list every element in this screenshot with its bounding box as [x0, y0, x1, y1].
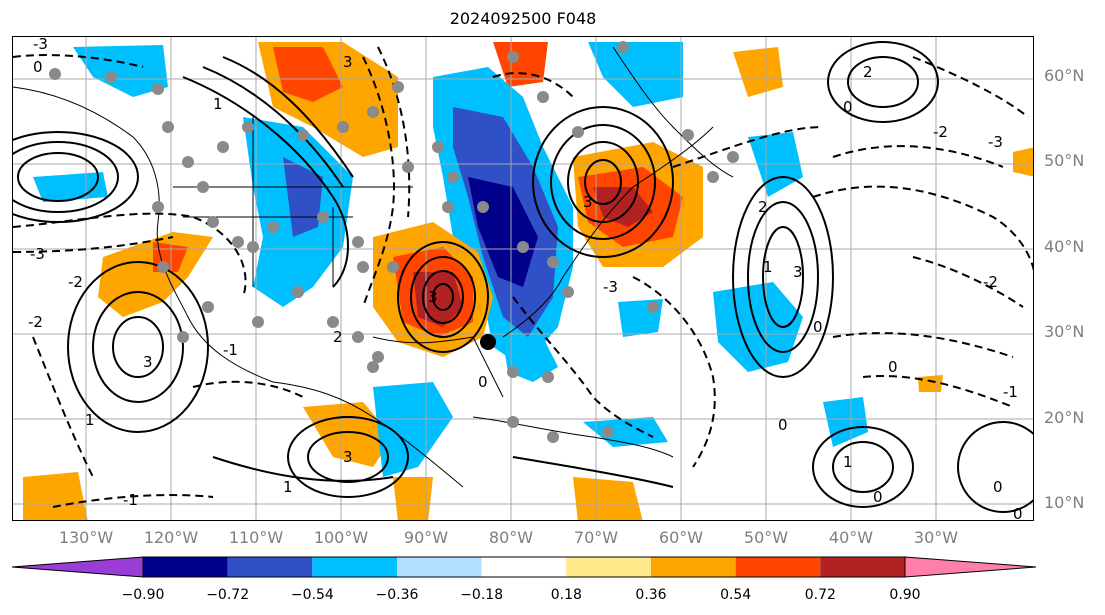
lon-label: 120°W: [143, 528, 199, 547]
colorbar-segment: [820, 557, 905, 577]
contour-label: 3: [428, 288, 438, 306]
contour-label: 0: [778, 416, 788, 434]
contour-label: 1: [843, 453, 853, 471]
lon-label: 90°W: [403, 528, 449, 547]
station-dots: [49, 41, 739, 443]
contour-label: 1: [283, 478, 293, 496]
contour-label: -3: [30, 245, 45, 263]
lon-label: 50°W: [743, 528, 789, 547]
contour-label: 0: [813, 318, 823, 336]
lat-label: 30°N: [1044, 322, 1085, 341]
contour-label: 0: [1013, 505, 1023, 521]
contour-label: -1: [223, 341, 238, 359]
contour-label: -3: [988, 133, 1003, 151]
colorbar-extend-low: [11, 556, 144, 578]
map-title: 2024092500 F048: [449, 9, 597, 28]
lat-label: 20°N: [1044, 408, 1085, 427]
contour-label: 3: [583, 193, 593, 211]
colorbar-tick-label: 0.72: [804, 587, 836, 603]
lon-label: 80°W: [488, 528, 534, 547]
colorbar-tick-label: −0.54: [290, 587, 334, 603]
contour-label: -2: [933, 123, 948, 141]
contour-label: 0: [843, 98, 853, 116]
lon-label: 110°W: [228, 528, 284, 547]
colorbar: [11, 556, 1037, 578]
contour-label: -1: [1003, 383, 1018, 401]
contours: [13, 41, 1033, 513]
contour-label: 1: [85, 411, 95, 429]
colorbar-tick-label: 0.90: [889, 587, 921, 603]
contour-label: 1: [763, 258, 773, 276]
map-svg: 0 -3 1 -3 -2 -2 3 1 -1 2 3 3 0 3 -3 1 3 …: [13, 37, 1033, 521]
shaded-field: [23, 42, 1033, 520]
contour-label: -2: [983, 273, 998, 291]
map-panel: 0 -3 1 -3 -2 -2 3 1 -1 2 3 3 0 3 -3 1 3 …: [12, 36, 1034, 521]
storm-center-marker: [480, 334, 496, 350]
contour-label: 3: [343, 53, 353, 71]
colorbar-tick-label: 0.18: [550, 587, 582, 603]
contour-label: 0: [478, 373, 488, 391]
colorbar-tick-label: −0.90: [121, 587, 165, 603]
lon-label: 60°W: [658, 528, 704, 547]
contour-label: 3: [143, 353, 153, 371]
lon-label: 100°W: [313, 528, 369, 547]
contour-label: 0: [873, 488, 883, 506]
graticule: [13, 37, 1033, 520]
contour-label: -3: [33, 37, 48, 53]
contour-label: 0: [888, 358, 898, 376]
lat-label: 60°N: [1044, 66, 1085, 85]
colorbar-segment: [566, 557, 651, 577]
coastlines: [13, 46, 734, 488]
contour-label: -2: [68, 273, 83, 291]
lon-label: 70°W: [573, 528, 619, 547]
contour-labels: 0 -3 1 -3 -2 -2 3 1 -1 2 3 3 0 3 -3 1 3 …: [28, 37, 1023, 521]
colorbar-segment: [143, 557, 228, 577]
colorbar-segment: [481, 557, 567, 577]
contour-label: -1: [123, 491, 138, 509]
contour-label: -2: [28, 313, 43, 331]
contour-label: 3: [793, 263, 803, 281]
colorbar-tick-label: −0.18: [460, 587, 504, 603]
colorbar-segment: [651, 557, 736, 577]
colorbar-segment: [227, 557, 313, 577]
contour-label: 1: [213, 95, 223, 113]
colorbar-outline: [142, 556, 906, 578]
colorbar-segment: [735, 557, 821, 577]
contour-label: 2: [333, 328, 343, 346]
contour-label: 3: [343, 448, 353, 466]
contour-label: -3: [603, 278, 618, 296]
lat-label: 40°N: [1044, 237, 1085, 256]
colorbar-tick-label: 0.54: [720, 587, 752, 603]
lon-label: 40°W: [828, 528, 874, 547]
contour-label: 0: [993, 478, 1003, 496]
contour-label: 0: [33, 58, 43, 76]
colorbar-tick-label: −0.72: [206, 587, 250, 603]
colorbar-extend-high: [904, 556, 1037, 578]
contour-label: 2: [863, 63, 873, 81]
lon-label: 130°W: [58, 528, 114, 547]
lat-label: 50°N: [1044, 151, 1085, 170]
colorbar-segment: [397, 557, 482, 577]
colorbar-segments: [11, 556, 1037, 578]
contours-negative: [13, 46, 1033, 508]
contour-label: 2: [758, 198, 768, 216]
colorbar-tick-label: 0.36: [635, 587, 667, 603]
lat-label: 10°N: [1044, 493, 1085, 512]
lon-label: 30°W: [913, 528, 959, 547]
colorbar-segment: [312, 557, 397, 577]
colorbar-tick-label: −0.36: [375, 587, 419, 603]
